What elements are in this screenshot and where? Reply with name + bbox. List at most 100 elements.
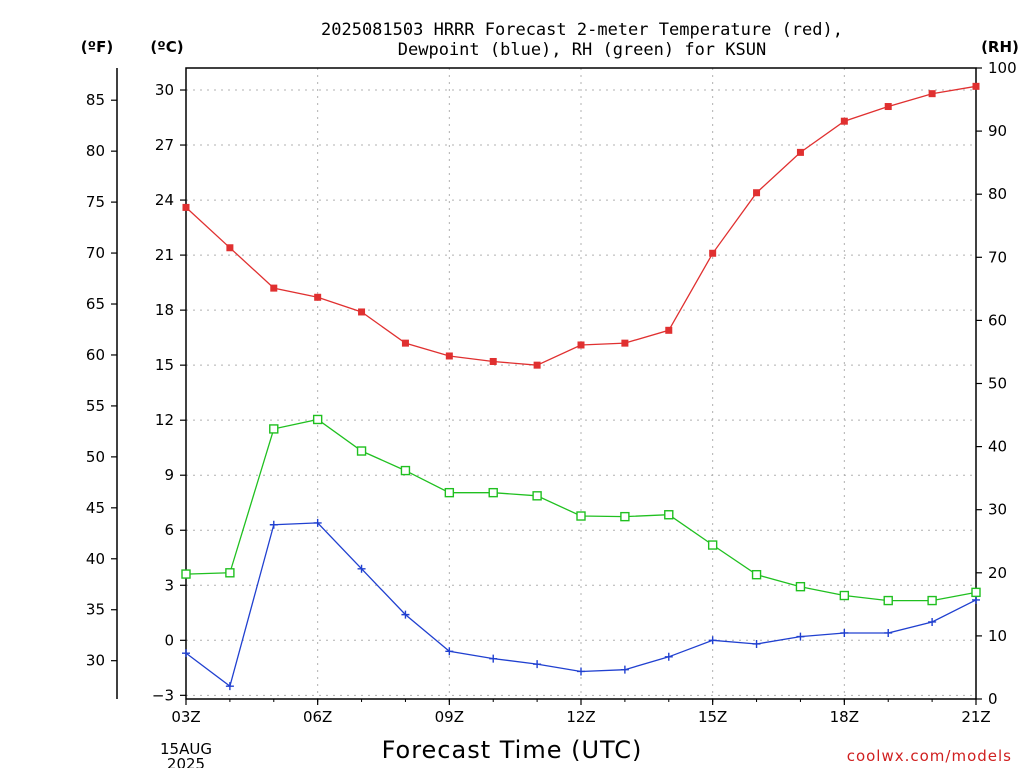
rh-point — [400, 465, 411, 476]
dewpoint-point — [182, 649, 190, 658]
rh-point — [532, 491, 542, 501]
x-tick-label: 09Z — [435, 708, 464, 726]
rh-tick-label: 30 — [988, 501, 1007, 519]
dewpoint-line — [185, 522, 977, 688]
rh-unit-label: (RH) — [981, 38, 1019, 56]
celsius-tick-label: 0 — [164, 631, 174, 649]
dewpoint-point — [225, 682, 234, 691]
celsius-tick-label: 3 — [164, 576, 174, 594]
x-tick-label: 12Z — [566, 708, 595, 726]
celsius-tick-label: 27 — [155, 136, 174, 154]
chart-title-line-2: Dewpoint (blue), RH (green) for KSUN — [398, 40, 766, 60]
chart-title-line-1: 2025081503 HRRR Forecast 2-meter Tempera… — [321, 20, 843, 40]
temperature-point — [709, 249, 717, 257]
dewpoint-point — [445, 647, 454, 656]
x-tick-label: 06Z — [303, 708, 332, 726]
dewpoint-point — [269, 520, 278, 529]
grid-lines — [186, 68, 976, 699]
dewpoint-point — [752, 639, 761, 648]
temperature-point — [796, 148, 804, 156]
axis-ticks: 03Z 06Z 09Z 12Z 15Z 18Z 21Z −3 0 3 6 9 12 15 18 21 24 27 3… — [86, 59, 1017, 726]
temperature-point — [840, 117, 848, 125]
celsius-tick-label: 24 — [155, 191, 174, 209]
celsius-tick-label: 21 — [155, 246, 174, 264]
fahrenheit-tick-label: 60 — [86, 346, 105, 364]
rh-point — [751, 569, 762, 580]
rh-point — [356, 446, 367, 456]
rh-tick-label: 60 — [988, 311, 1007, 329]
fahrenheit-tick-label: 50 — [86, 448, 105, 466]
celsius-tick-label: 12 — [155, 411, 174, 429]
dewpoint-point — [313, 518, 322, 527]
rh-tick-label: 40 — [988, 438, 1007, 456]
dewpoint-point — [796, 632, 805, 641]
x-tick-label: 03Z — [171, 708, 200, 726]
dewpoint-point — [489, 654, 498, 663]
rh-point — [971, 587, 981, 598]
temperature-point — [884, 103, 892, 111]
celsius-unit-label: (ºC) — [150, 38, 183, 56]
rh-point — [269, 424, 279, 434]
rh-tick-label: 20 — [988, 564, 1007, 582]
rh-tick-label: 80 — [988, 185, 1007, 203]
fahrenheit-tick-label: 45 — [86, 499, 105, 517]
rh-tick-label: 90 — [988, 122, 1007, 140]
rh-point — [927, 595, 937, 606]
dewpoint-point — [357, 564, 366, 573]
rh-point — [707, 540, 718, 550]
dewpoint-point — [884, 628, 893, 637]
celsius-tick-label: 15 — [155, 356, 174, 374]
fahrenheit-tick-label: 70 — [86, 244, 105, 262]
rh-point — [225, 568, 235, 578]
rh-point — [181, 569, 191, 579]
temperature-point — [489, 357, 497, 365]
celsius-tick-label: 6 — [164, 521, 174, 539]
x-date-line-1: 15AUG — [160, 740, 212, 758]
fahrenheit-tick-label: 75 — [86, 193, 105, 211]
rh-tick-label: 100 — [988, 59, 1017, 77]
rh-tick-label: 0 — [988, 690, 998, 708]
temperature-line — [185, 85, 977, 366]
rh-point — [488, 487, 498, 498]
temperature-point — [972, 82, 980, 90]
fahrenheit-unit-label: (ºF) — [81, 38, 113, 56]
dewpoint-point — [401, 610, 410, 619]
x-tick-label: 21Z — [961, 708, 990, 726]
temperature-point — [577, 341, 585, 349]
rh-tick-label: 50 — [988, 375, 1007, 393]
celsius-tick-label: 30 — [155, 81, 174, 99]
rh-point — [795, 581, 806, 592]
dewpoint-point — [928, 617, 937, 626]
data-series — [181, 82, 981, 691]
fahrenheit-tick-label: 80 — [86, 142, 105, 160]
x-tick-label: 18Z — [830, 708, 859, 726]
dewpoint-point — [620, 665, 629, 674]
dewpoint-point — [840, 628, 849, 637]
fahrenheit-tick-label: 65 — [86, 295, 105, 313]
x-axis-title: Forecast Time (UTC) — [382, 736, 643, 764]
celsius-tick-label: −3 — [152, 686, 174, 704]
fahrenheit-tick-label: 55 — [86, 397, 105, 415]
fahrenheit-tick-label: 40 — [86, 550, 105, 568]
credit-text: coolwx.com/models — [847, 747, 1012, 765]
rh-point — [883, 595, 893, 606]
rh-point — [664, 510, 674, 520]
dewpoint-point — [577, 667, 585, 676]
temperature-point — [621, 339, 629, 347]
dewpoint-point — [533, 660, 542, 669]
temperature-point — [665, 326, 673, 334]
rh-point — [620, 511, 630, 522]
rh-point — [444, 487, 455, 498]
fahrenheit-tick-label: 35 — [86, 601, 105, 619]
rh-point — [312, 414, 323, 425]
x-tick-label: 15Z — [698, 708, 727, 726]
x-date-line-2: 2025 — [167, 755, 205, 768]
temperature-point — [358, 308, 366, 316]
celsius-tick-label: 18 — [155, 301, 174, 319]
dewpoint-point — [972, 595, 980, 604]
rh-tick-label: 70 — [988, 248, 1007, 266]
temperature-point — [533, 361, 541, 369]
temperature-point — [314, 293, 322, 301]
fahrenheit-tick-label: 85 — [86, 91, 105, 109]
